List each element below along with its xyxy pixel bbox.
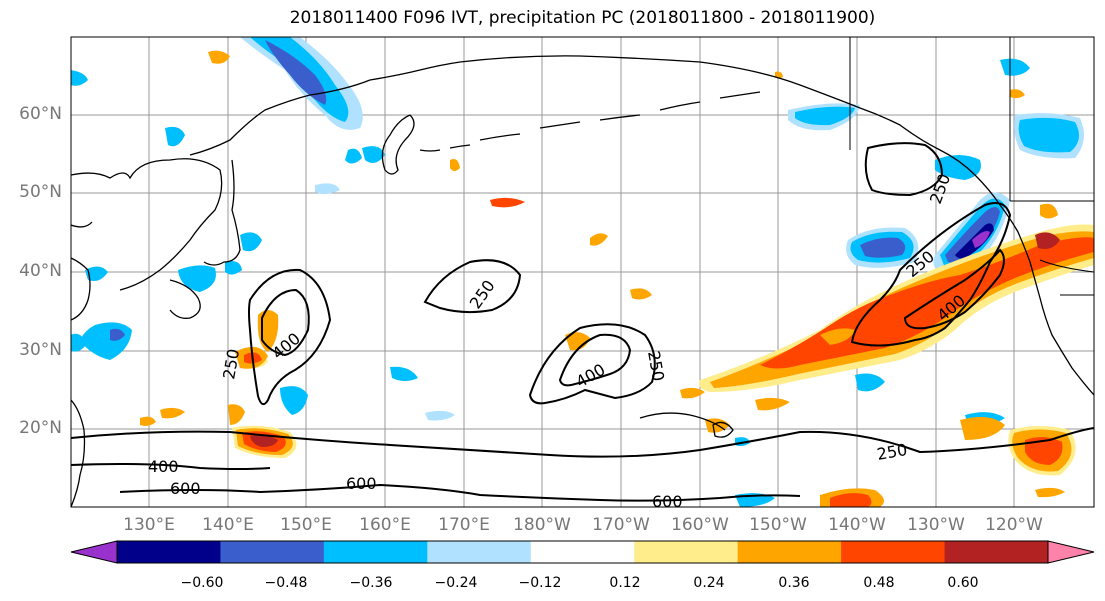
colorbar-bin-0 — [117, 541, 221, 563]
lon-label-140e: 140°E — [202, 515, 254, 535]
colorbar-tick-7: 0.36 — [778, 575, 810, 591]
contour-label-250-b: 250 — [219, 347, 243, 380]
contour-label-600-c: 600 — [652, 492, 683, 511]
lon-label-170e: 170°E — [438, 515, 490, 535]
borders — [849, 37, 1094, 296]
colorbar-tick-8: 0.48 — [863, 575, 895, 591]
lat-label-30n: 30°N — [19, 340, 62, 360]
colorbar-tick-6: 0.24 — [693, 575, 725, 591]
colorbar-bin-6 — [737, 541, 842, 563]
lon-label-140w: 140°W — [828, 515, 886, 535]
contour-label-600-b: 600 — [346, 474, 377, 493]
lon-label-130e: 130°E — [123, 515, 175, 535]
colorbar-tick-1: −0.48 — [264, 575, 308, 591]
map-area — [71, 37, 1094, 507]
lat-label-50n: 50°N — [19, 182, 62, 202]
lon-label-160e: 160°E — [359, 515, 411, 535]
colorbar-bin-7 — [841, 541, 946, 563]
negative-anomaly-fields — [71, 37, 1084, 507]
lon-label-130w: 130°W — [907, 515, 965, 535]
contour-label-400-b: 400 — [573, 360, 609, 392]
contour-label-250-a: 250 — [466, 276, 499, 312]
contour-label-250-e: 250 — [926, 171, 954, 206]
contour-label-400-d: 400 — [148, 457, 179, 476]
map-frame — [70, 36, 1095, 508]
colorbar-outline — [116, 540, 1049, 564]
lon-label-150w: 150°W — [749, 515, 807, 535]
lat-label-40n: 40°N — [19, 261, 62, 281]
colorbar-tick-4: −0.12 — [518, 575, 562, 591]
map-title: 2018011400 F096 IVT, precipitation PC (2… — [289, 8, 876, 28]
lon-label-160w: 160°W — [671, 515, 729, 535]
lat-label-20n: 20°N — [19, 418, 62, 438]
colorbar-tick-5: 0.12 — [609, 575, 641, 591]
lon-label-180w: 180°W — [513, 515, 571, 535]
lat-label-60n: 60°N — [19, 104, 62, 124]
positive-anomaly-fields — [140, 50, 1094, 507]
colorbar-bin-2 — [323, 541, 428, 563]
contour-label-600-a: 600 — [170, 479, 201, 498]
lon-label-120w: 120°W — [985, 515, 1043, 535]
ivt-contours — [71, 142, 1094, 502]
colorbar — [70, 540, 1095, 564]
colorbar-tick-3: −0.24 — [434, 575, 478, 591]
coastlines — [71, 55, 1094, 507]
colorbar-bin-5 — [634, 541, 739, 563]
colorbar-bin-3 — [427, 541, 532, 563]
contour-label-250-f: 250 — [875, 440, 908, 464]
colorbar-bin-4 — [530, 541, 635, 563]
colorbar-tick-0: −0.60 — [180, 575, 224, 591]
lon-label-150e: 150°E — [280, 515, 332, 535]
colorbar-extend-high — [1047, 540, 1095, 564]
colorbar-bin-8 — [944, 541, 1049, 563]
lon-label-170w: 170°W — [592, 515, 650, 535]
colorbar-extend-low — [70, 540, 118, 564]
colorbar-tick-9: 0.60 — [947, 575, 979, 591]
contour-label-250-c: 250 — [644, 349, 668, 382]
colorbar-bin-1 — [220, 541, 325, 563]
colorbar-tick-2: −0.36 — [349, 575, 393, 591]
